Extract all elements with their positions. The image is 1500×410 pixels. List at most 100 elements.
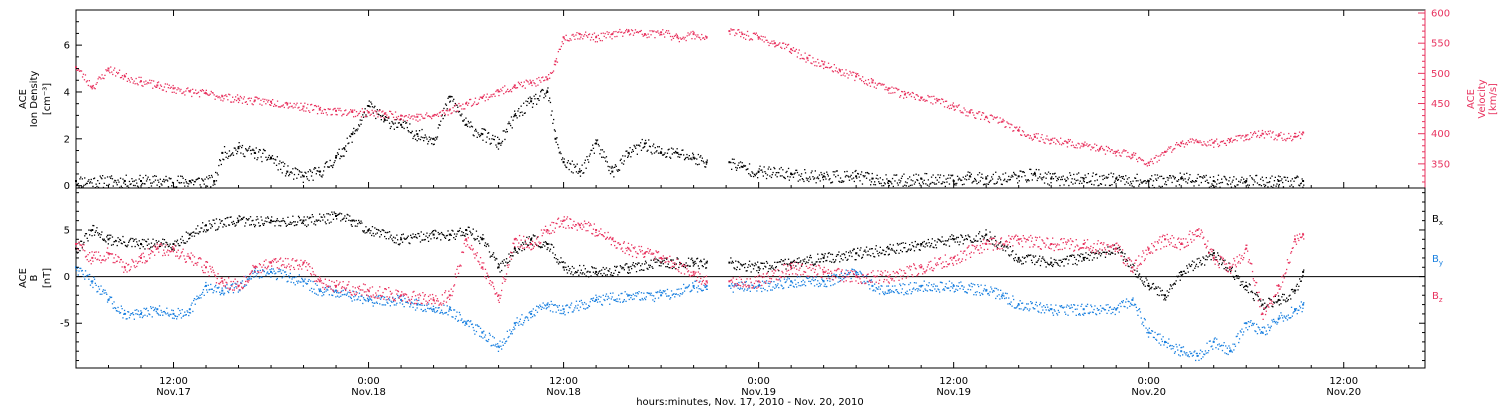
density-point-6 bbox=[237, 147, 240, 150]
Bz-point-57 bbox=[1277, 284, 1280, 287]
Bz-point-38 bbox=[822, 270, 825, 273]
velocity-tick-label-4: 550 bbox=[1431, 39, 1450, 50]
legend-bx-sub: x bbox=[1439, 219, 1443, 227]
x-tick-time-5: 0:00 bbox=[1137, 376, 1159, 387]
velocity-point-32 bbox=[578, 33, 581, 36]
Bx-point-49 bbox=[1302, 270, 1305, 273]
velocity-point-15 bbox=[318, 108, 321, 111]
Bz-point-17 bbox=[400, 294, 403, 297]
By-point-50 bbox=[1164, 340, 1166, 343]
density-point-27 bbox=[554, 137, 557, 140]
velocity-point-57 bbox=[985, 115, 988, 118]
density-point-38 bbox=[728, 161, 731, 164]
Bz-point-31 bbox=[643, 252, 646, 255]
By-point-46 bbox=[1082, 308, 1085, 311]
Bz-point-21 bbox=[481, 266, 484, 269]
Bz-point-29 bbox=[611, 238, 614, 241]
Bx-point-6 bbox=[205, 224, 207, 227]
Bz-point-11 bbox=[253, 266, 256, 269]
velocity-point-60 bbox=[1033, 135, 1036, 138]
By-point-55 bbox=[1245, 322, 1248, 325]
Bz-point-54 bbox=[1229, 266, 1231, 269]
Bx-point-37 bbox=[1017, 256, 1020, 259]
density-point-34 bbox=[660, 151, 663, 154]
density-point-33 bbox=[643, 142, 646, 145]
Bx-point-47 bbox=[1277, 298, 1280, 301]
Bx-point-22 bbox=[562, 266, 565, 269]
By-point-3 bbox=[123, 312, 126, 315]
velocity-point-33 bbox=[595, 36, 598, 39]
Bx-point-21 bbox=[546, 243, 549, 245]
b-axis-units: [nT] bbox=[42, 268, 53, 288]
By-point-19 bbox=[432, 308, 435, 311]
Bz-point-52 bbox=[1196, 229, 1199, 231]
density-point-60 bbox=[1302, 180, 1305, 182]
Bx-point-20 bbox=[530, 238, 533, 241]
By-point-37 bbox=[855, 270, 858, 273]
Bz-point-19 bbox=[448, 294, 451, 297]
density-point-42 bbox=[822, 175, 825, 178]
legend-by-sub: y bbox=[1439, 259, 1443, 267]
Bz-point-41 bbox=[920, 266, 923, 269]
By-point-17 bbox=[400, 298, 403, 301]
density-point-7 bbox=[253, 151, 256, 154]
density-point-47 bbox=[952, 180, 955, 182]
Bz-point-51 bbox=[1180, 243, 1183, 245]
By-point-26 bbox=[546, 303, 549, 306]
velocity-point-29 bbox=[546, 78, 549, 81]
density-point-50 bbox=[1017, 175, 1020, 178]
density-point-19 bbox=[432, 137, 435, 140]
density-point-28 bbox=[562, 161, 565, 164]
density-point-20 bbox=[448, 95, 451, 98]
velocity-point-71 bbox=[1212, 141, 1215, 144]
x-tick-date-2: Nov.18 bbox=[546, 387, 581, 398]
velocity-point-22 bbox=[432, 114, 435, 117]
velocity-point-16 bbox=[335, 109, 337, 112]
By-point-7 bbox=[188, 308, 191, 311]
legend-bz-label: B bbox=[1432, 291, 1439, 302]
velocity-tick-label-1: 400 bbox=[1431, 129, 1450, 140]
density-point-45 bbox=[887, 180, 890, 182]
velocity-point-38 bbox=[676, 36, 679, 39]
By-point-34 bbox=[757, 284, 760, 287]
velocity-point-58 bbox=[1001, 120, 1004, 123]
velocity-point-75 bbox=[1277, 134, 1280, 137]
Bz-point-7 bbox=[188, 256, 191, 259]
By-point-45 bbox=[1050, 308, 1053, 311]
x-tick-date-1: Nov.18 bbox=[351, 387, 386, 398]
b-tick-label-2: 5 bbox=[64, 225, 70, 236]
velocity-point-1 bbox=[91, 85, 94, 88]
Bx-point-16 bbox=[465, 229, 468, 231]
velocity-point-50 bbox=[871, 81, 874, 84]
Bx-point-26 bbox=[692, 261, 695, 264]
legend-bx: Bx bbox=[1432, 214, 1443, 227]
By-point-44 bbox=[1017, 303, 1020, 306]
Bz-point-56 bbox=[1261, 312, 1264, 315]
velocity-point-21 bbox=[416, 115, 419, 118]
velocity-point-19 bbox=[383, 112, 386, 115]
velocity-point-52 bbox=[903, 93, 906, 96]
velocity-point-17 bbox=[351, 111, 354, 113]
By-point-41 bbox=[952, 284, 955, 287]
Bz-point-24 bbox=[530, 243, 533, 245]
density-point-56 bbox=[1180, 177, 1183, 180]
By-point-5 bbox=[156, 308, 159, 311]
Bz-point-25 bbox=[546, 229, 549, 231]
Bx-point-45 bbox=[1245, 284, 1248, 287]
velocity-point-10 bbox=[237, 97, 240, 100]
Bz-point-46 bbox=[1082, 243, 1085, 245]
density-point-15 bbox=[367, 105, 370, 107]
Bx-point-19 bbox=[513, 247, 516, 250]
By-point-52 bbox=[1196, 354, 1199, 357]
velocity-tick-label-2: 450 bbox=[1431, 99, 1450, 110]
density-point-3 bbox=[188, 180, 191, 182]
Bx-point-38 bbox=[1050, 261, 1053, 264]
x-tick-date-3: Nov.19 bbox=[741, 387, 776, 398]
By-point-9 bbox=[221, 289, 224, 292]
Bz-point-49 bbox=[1147, 247, 1150, 250]
b-tick-label-0: -5 bbox=[60, 319, 70, 330]
Bz-point-16 bbox=[367, 289, 370, 292]
By-point-39 bbox=[887, 289, 890, 292]
By-point-36 bbox=[822, 280, 825, 283]
